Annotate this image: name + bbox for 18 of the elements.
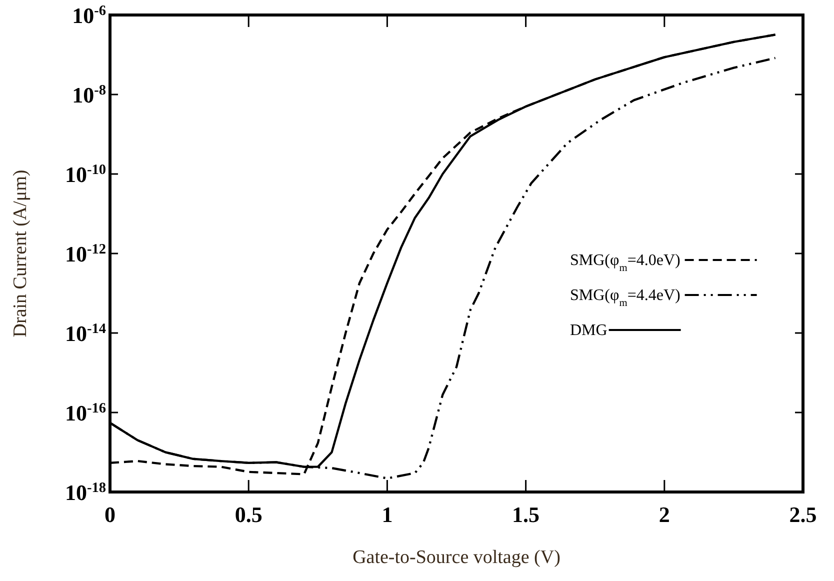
y-tick-label: 10$^{-6}$ <box>72 3 106 28</box>
y-tick-label: 10$^{-14}$ <box>64 321 106 346</box>
y-axis-title: Drain Current (A/μm) <box>10 170 31 338</box>
y-tick-label: 10$^{-16}$ <box>64 400 106 426</box>
x-tick-label: 2.5 <box>789 502 817 527</box>
x-axis-title: Gate-to-Source voltage (V) <box>352 547 560 568</box>
x-tick-label: 0.5 <box>234 502 262 527</box>
y-tick-label: 10$^{-10}$ <box>64 162 106 187</box>
y-tick-label: 10$^{-12}$ <box>64 242 106 266</box>
y-tick-label: 10$^{-18}$ <box>64 480 106 505</box>
legend-label: DMG <box>570 322 608 339</box>
x-tick-label: 0 <box>104 502 116 527</box>
x-tick-label: 1 <box>382 502 393 527</box>
y-tick-label: 10$^{-8}$ <box>72 82 106 108</box>
legend-label: SMG(φ$_{m}$=4.0eV) <box>570 252 680 274</box>
x-tick-label: 2 <box>658 502 670 527</box>
x-tick-label: 1.5 <box>512 502 540 527</box>
legend-label: SMG(φ$_{m}$=4.4eV) <box>570 287 680 308</box>
